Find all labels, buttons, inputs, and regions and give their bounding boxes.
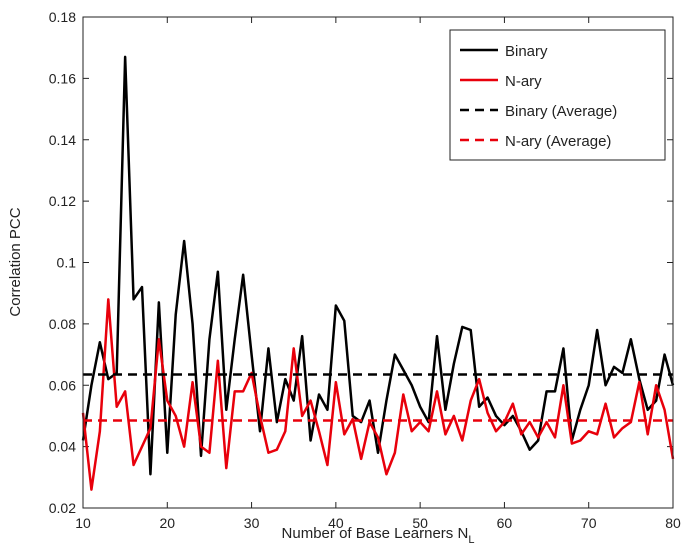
y-tick-label: 0.04 [49,439,76,455]
x-axis-label: Number of Base Learners NL [282,525,475,546]
y-tick-label: 0.18 [49,9,76,25]
series-line [81,55,675,476]
x-tick-label: 30 [244,515,260,531]
plot-frame [82,16,674,509]
y-tick-label: 0.08 [49,316,76,332]
y-tick-label: 0.06 [49,377,76,393]
y-tick-label: 0.02 [49,500,76,516]
x-tick-label: 60 [497,515,513,531]
legend-box [449,29,666,161]
x-tick-label: 10 [75,515,91,531]
x-tick-label: 20 [159,515,175,531]
y-tick-label: 0.1 [57,255,77,271]
y-axis-label: Correlation PCC [7,207,24,316]
x-axis-label-subscript: L [468,534,474,546]
legend-label: N-ary [505,73,542,90]
x-tick-label: 80 [665,515,681,531]
y-tick-label: 0.16 [49,70,76,86]
y-tick-label: 0.12 [49,193,76,209]
x-tick-label: 70 [581,515,597,531]
series-line [81,298,675,491]
legend-label: Binary [505,43,548,60]
x-tick-label: 40 [328,515,344,531]
x-tick-label: 50 [412,515,428,531]
y-tick-label: 0.14 [49,132,76,148]
legend-label: N-ary (Average) [505,133,611,150]
legend-label: Binary (Average) [505,103,617,120]
x-axis-label-text: Number of Base Learners N [282,525,469,542]
